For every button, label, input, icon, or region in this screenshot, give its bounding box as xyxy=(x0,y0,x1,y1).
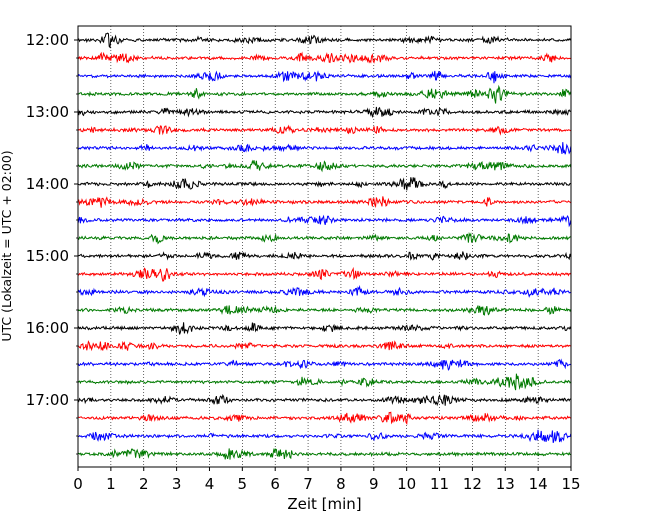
seismogram-trace xyxy=(77,196,572,208)
x-tick-label: 11 xyxy=(430,475,449,493)
seismogram-trace xyxy=(77,51,572,64)
y-tick-label: 12:00 xyxy=(26,31,69,49)
x-axis: 0 1 2 3 4 5 6 7 8 9 10 11 12 13 14 15 xyxy=(73,467,581,493)
seismogram-trace xyxy=(77,322,572,335)
seismogram-trace xyxy=(77,177,571,191)
seismogram-trace xyxy=(77,124,572,136)
seismogram-trace xyxy=(77,373,572,391)
plot-frame xyxy=(77,25,572,468)
x-tick-label: 6 xyxy=(270,475,280,493)
seismogram-traces xyxy=(77,32,572,460)
x-tick-label: 15 xyxy=(561,475,580,493)
seismogram-trace xyxy=(77,393,572,407)
x-tick-label: 3 xyxy=(172,475,182,493)
seismogram-trace xyxy=(77,284,571,298)
x-tick-label: 13 xyxy=(496,475,515,493)
seismogram-trace xyxy=(77,142,572,155)
seismogram-trace xyxy=(77,305,572,316)
x-tick-label: 4 xyxy=(205,475,215,493)
x-tick-label: 0 xyxy=(73,475,83,493)
seismogram-trace xyxy=(77,251,572,261)
x-tick-label: 10 xyxy=(397,475,416,493)
x-tick-label: 1 xyxy=(106,475,116,493)
seismogram-trace xyxy=(77,231,571,245)
seismogram-trace xyxy=(77,106,572,119)
seismogram-trace xyxy=(77,84,572,104)
x-tick-label: 14 xyxy=(529,475,548,493)
x-tick-label: 2 xyxy=(139,475,149,493)
x-axis-label: Zeit [min] xyxy=(287,495,361,513)
seismogram-trace xyxy=(77,448,571,460)
x-tick-label: 8 xyxy=(336,475,346,493)
seismogram-trace xyxy=(77,159,572,173)
seismogram-trace xyxy=(77,70,572,84)
seismogram-trace xyxy=(77,340,571,352)
y-tick-label: 17:00 xyxy=(26,391,69,409)
seismogram-trace xyxy=(77,266,572,282)
y-tick-label: 14:00 xyxy=(26,175,69,193)
y-tick-label: 13:00 xyxy=(26,103,69,121)
x-tick-label: 5 xyxy=(238,475,248,493)
seismogram-trace xyxy=(77,358,572,371)
y-tick-label: 16:00 xyxy=(26,319,69,337)
seismogram-trace xyxy=(77,32,572,49)
y-axis: 12:00 13:00 14:00 15:00 16:00 17:00 xyxy=(26,31,78,455)
x-tick-label: 7 xyxy=(303,475,313,493)
x-tick-label: 12 xyxy=(463,475,482,493)
y-tick-label: 15:00 xyxy=(26,247,69,265)
seismogram-trace xyxy=(77,429,572,444)
seismogram-trace xyxy=(77,411,572,426)
x-tick-label: 9 xyxy=(369,475,379,493)
seismogram-trace xyxy=(77,214,572,228)
y-axis-label: UTC (Lokalzeit = UTC + 02:00) xyxy=(0,150,14,341)
